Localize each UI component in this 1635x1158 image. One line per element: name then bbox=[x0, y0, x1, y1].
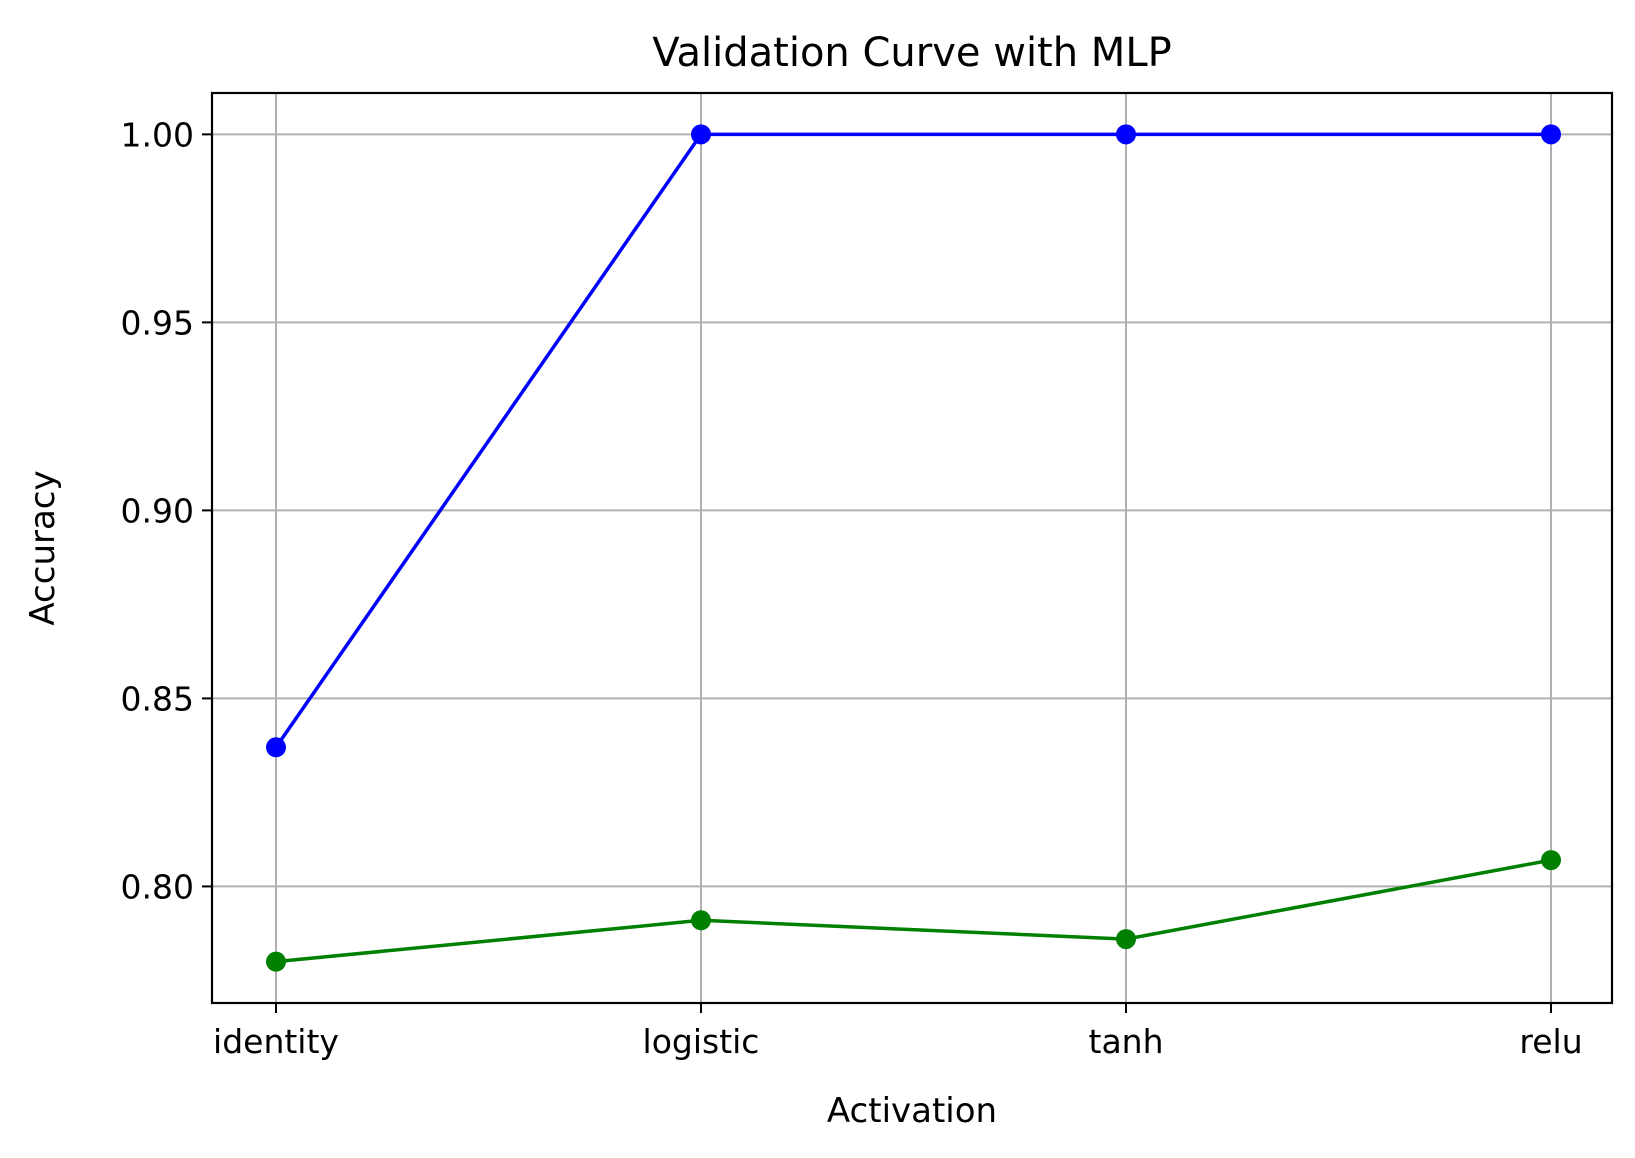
chart-title: Validation Curve with MLP bbox=[652, 30, 1171, 76]
x-tick-label: tanh bbox=[1089, 1022, 1164, 1061]
y-tick-label: 0.80 bbox=[121, 867, 194, 906]
data-point bbox=[1541, 124, 1561, 145]
data-point bbox=[1116, 124, 1136, 145]
y-tick-label: 1.00 bbox=[121, 115, 194, 154]
x-tick-label: relu bbox=[1519, 1022, 1582, 1061]
data-point bbox=[1116, 929, 1136, 950]
series-line-2 bbox=[275, 858, 1552, 964]
x-tick-label: identity bbox=[213, 1022, 339, 1061]
y-tick-label: 0.85 bbox=[121, 679, 194, 718]
x-tick-label: logistic bbox=[643, 1022, 760, 1061]
series-layer bbox=[266, 124, 1561, 972]
series-line-1 bbox=[274, 132, 1551, 749]
x-axis-label: Activation bbox=[827, 1091, 997, 1131]
y-axis-label: Accuracy bbox=[23, 470, 63, 625]
grid bbox=[212, 93, 1612, 1003]
data-point bbox=[266, 951, 286, 972]
data-point bbox=[691, 124, 711, 145]
data-point bbox=[1541, 850, 1561, 871]
data-point bbox=[266, 737, 286, 758]
data-point bbox=[691, 910, 711, 931]
y-tick-label: 0.90 bbox=[121, 491, 194, 530]
y-tick-label: 0.95 bbox=[121, 303, 194, 342]
ticks: identity logistic tanh relu 0.80 0.85 0.90 0.95… bbox=[121, 115, 1583, 1061]
plot-frame bbox=[210, 91, 1614, 1005]
